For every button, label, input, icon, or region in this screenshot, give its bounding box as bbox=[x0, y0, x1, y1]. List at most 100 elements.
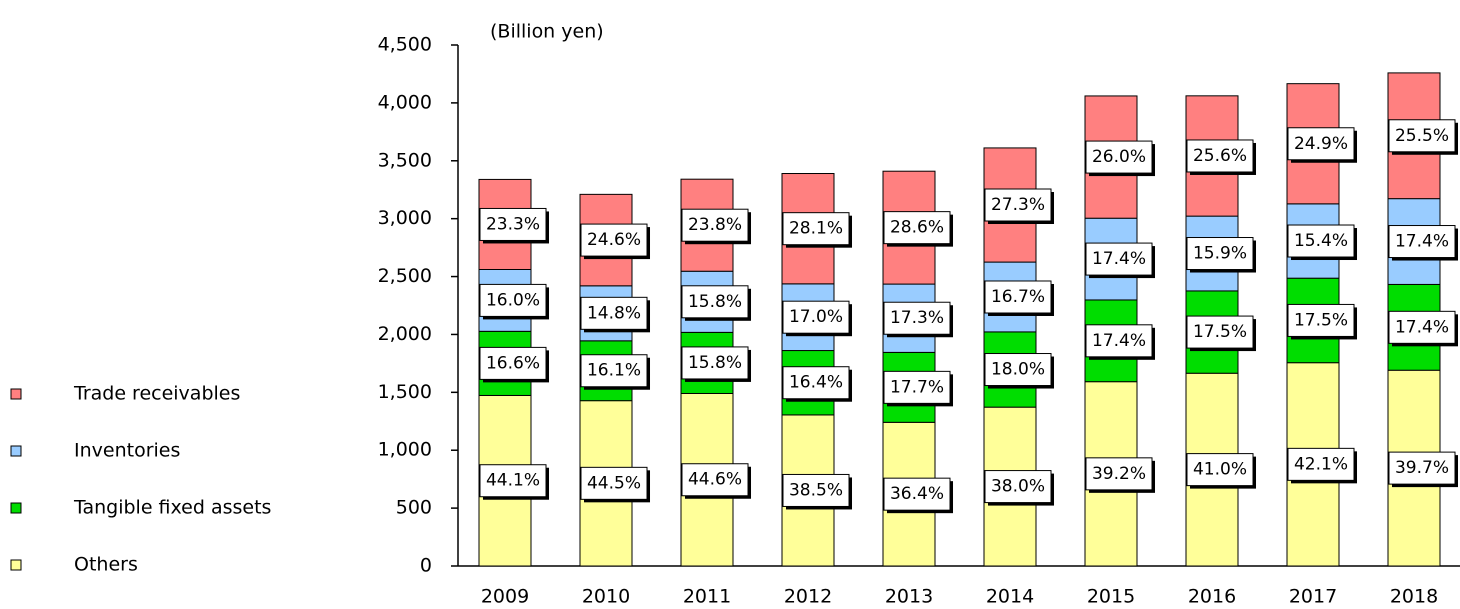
label-box bbox=[1388, 119, 1456, 153]
share-label: 17.5% bbox=[1287, 303, 1358, 340]
share-label-text: 27.3% bbox=[991, 195, 1045, 215]
share-label: 39.7% bbox=[1388, 451, 1459, 488]
share-label: 16.6% bbox=[479, 346, 550, 383]
share-label: 15.4% bbox=[1287, 224, 1358, 261]
y-tick-label: 2,500 bbox=[378, 265, 432, 287]
share-label: 26.0% bbox=[1085, 140, 1156, 177]
share-label-text: 44.6% bbox=[688, 470, 742, 490]
label-box bbox=[580, 223, 648, 257]
share-label-text: 17.4% bbox=[1092, 249, 1146, 269]
share-label-text: 18.0% bbox=[991, 360, 1045, 380]
share-label: 25.5% bbox=[1388, 119, 1459, 155]
share-label: 38.5% bbox=[782, 473, 853, 510]
y-tick-label: 3,000 bbox=[378, 207, 432, 229]
share-label-text: 36.4% bbox=[890, 484, 944, 504]
share-label: 17.4% bbox=[1388, 310, 1459, 347]
share-label-text: 15.8% bbox=[688, 353, 742, 373]
share-label-text: 16.1% bbox=[587, 361, 641, 381]
label-box bbox=[580, 354, 648, 388]
x-tick-label: 2016 bbox=[1188, 586, 1236, 608]
label-box bbox=[1287, 447, 1355, 481]
label-box bbox=[681, 346, 749, 380]
legend-swatch bbox=[10, 502, 22, 514]
share-label: 18.0% bbox=[984, 353, 1055, 389]
share-label: 38.0% bbox=[984, 470, 1055, 506]
share-label: 28.1% bbox=[782, 212, 853, 248]
share-label: 16.0% bbox=[479, 283, 550, 320]
label-box bbox=[1085, 324, 1153, 358]
y-tick-label: 4,000 bbox=[378, 91, 432, 113]
share-label: 16.4% bbox=[782, 366, 853, 402]
label-box bbox=[984, 353, 1052, 387]
label-box bbox=[782, 473, 850, 507]
share-label-text: 24.6% bbox=[587, 230, 641, 250]
label-box bbox=[1388, 225, 1456, 259]
label-box bbox=[883, 211, 951, 245]
share-label-text: 17.0% bbox=[789, 307, 843, 327]
label-box bbox=[1186, 139, 1254, 173]
label-box bbox=[479, 283, 547, 317]
share-label-text: 44.5% bbox=[587, 473, 641, 493]
share-label: 16.1% bbox=[580, 354, 651, 390]
share-label: 17.5% bbox=[1186, 315, 1257, 352]
label-box bbox=[479, 346, 547, 380]
share-label-text: 41.0% bbox=[1193, 460, 1247, 480]
share-label: 17.0% bbox=[782, 300, 853, 337]
x-tick-label: 2015 bbox=[1087, 586, 1135, 608]
share-label-text: 39.2% bbox=[1092, 464, 1146, 484]
share-label-text: 23.8% bbox=[688, 215, 742, 235]
share-label-text: 15.9% bbox=[1193, 244, 1247, 264]
label-box bbox=[883, 477, 951, 511]
label-box bbox=[1186, 315, 1254, 349]
label-box bbox=[984, 470, 1052, 504]
x-tick-label: 2009 bbox=[481, 586, 529, 608]
share-label: 17.4% bbox=[1085, 242, 1156, 279]
share-label-text: 16.4% bbox=[789, 373, 843, 393]
label-box bbox=[984, 280, 1052, 314]
share-label: 44.5% bbox=[580, 466, 651, 503]
x-tick-label: 2018 bbox=[1390, 586, 1438, 608]
share-label: 39.2% bbox=[1085, 457, 1156, 493]
label-box bbox=[1085, 140, 1153, 174]
share-label-text: 17.5% bbox=[1193, 322, 1247, 342]
share-label: 14.8% bbox=[580, 296, 651, 333]
share-label-text: 23.3% bbox=[486, 214, 540, 234]
label-box bbox=[782, 300, 850, 334]
share-label: 17.3% bbox=[883, 301, 954, 338]
share-label: 17.4% bbox=[1085, 324, 1156, 360]
x-tick-label: 2012 bbox=[784, 586, 832, 608]
legend-swatch bbox=[10, 559, 22, 571]
legend-swatch bbox=[10, 388, 22, 400]
share-label: 23.8% bbox=[681, 208, 752, 245]
share-label: 16.7% bbox=[984, 280, 1055, 316]
share-label: 25.6% bbox=[1186, 139, 1257, 175]
share-label: 44.1% bbox=[479, 464, 550, 500]
share-label-text: 15.4% bbox=[1294, 231, 1348, 251]
share-label-text: 17.7% bbox=[890, 377, 944, 397]
share-label: 28.6% bbox=[883, 211, 954, 247]
share-label-text: 25.6% bbox=[1193, 146, 1247, 166]
x-tick-label: 2017 bbox=[1289, 586, 1337, 608]
share-label-text: 17.4% bbox=[1395, 317, 1449, 337]
label-box bbox=[1186, 237, 1254, 271]
share-label: 15.9% bbox=[1186, 237, 1257, 273]
legend-swatch bbox=[10, 445, 22, 457]
label-box bbox=[681, 463, 749, 497]
y-tick-label: 1,500 bbox=[378, 381, 432, 403]
share-label-text: 28.6% bbox=[890, 218, 944, 238]
label-box bbox=[782, 366, 850, 400]
share-label: 24.6% bbox=[580, 223, 651, 260]
share-label-text: 38.0% bbox=[991, 477, 1045, 497]
label-box bbox=[1085, 242, 1153, 276]
share-label-text: 14.8% bbox=[587, 303, 641, 323]
x-tick-label: 2013 bbox=[885, 586, 933, 608]
share-label-text: 42.1% bbox=[1294, 454, 1348, 474]
share-label: 17.4% bbox=[1388, 225, 1459, 261]
label-box bbox=[782, 212, 850, 246]
x-tick-label: 2011 bbox=[683, 586, 731, 608]
label-box bbox=[883, 301, 951, 335]
label-box bbox=[479, 464, 547, 498]
share-label: 23.3% bbox=[479, 207, 550, 244]
legend-label: Trade receivables bbox=[73, 383, 240, 405]
share-label-text: 17.4% bbox=[1395, 232, 1449, 252]
